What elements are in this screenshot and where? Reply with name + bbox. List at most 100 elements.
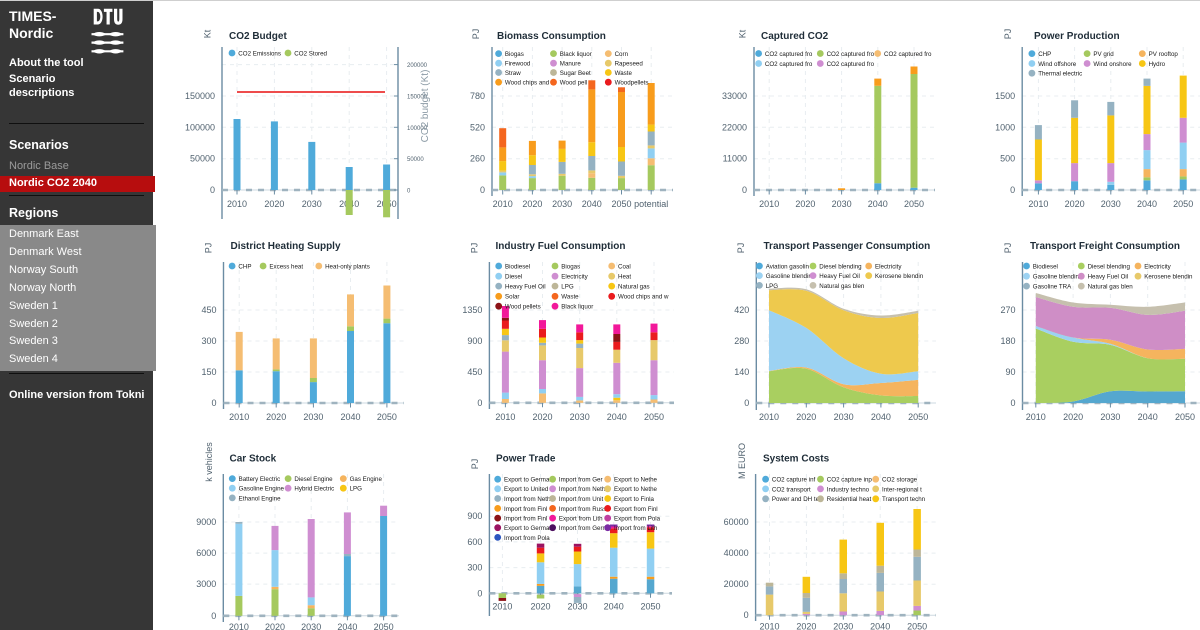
svg-text:50000: 50000 bbox=[407, 157, 424, 163]
svg-text:M EURO: M EURO bbox=[737, 443, 747, 479]
svg-text:2040: 2040 bbox=[1138, 412, 1158, 422]
svg-text:LPG: LPG bbox=[561, 284, 574, 291]
svg-text:270: 270 bbox=[1000, 305, 1015, 315]
svg-text:0: 0 bbox=[1010, 398, 1015, 408]
svg-text:PV rooftop: PV rooftop bbox=[1149, 51, 1179, 58]
svg-text:2020: 2020 bbox=[795, 199, 815, 209]
svg-text:Solar: Solar bbox=[505, 294, 519, 301]
svg-text:Export from Pola: Export from Pola bbox=[614, 516, 661, 523]
svg-text:potential: potential bbox=[634, 199, 668, 209]
svg-text:1500: 1500 bbox=[995, 91, 1015, 101]
svg-text:Import from Germ: Import from Germ bbox=[559, 525, 608, 532]
svg-text:Biogas: Biogas bbox=[505, 51, 524, 58]
svg-text:Wind onshore: Wind onshore bbox=[1093, 61, 1132, 68]
svg-text:Excess heat: Excess heat bbox=[269, 263, 303, 270]
svg-text:300: 300 bbox=[467, 563, 482, 573]
svg-text:2010: 2010 bbox=[229, 622, 249, 630]
svg-text:Import from Neth: Import from Neth bbox=[504, 496, 551, 503]
svg-text:PJ: PJ bbox=[736, 243, 746, 254]
svg-text:280: 280 bbox=[734, 336, 749, 346]
svg-text:CO2 Stored: CO2 Stored bbox=[294, 50, 327, 57]
svg-text:Biodiesel: Biodiesel bbox=[1033, 263, 1058, 270]
svg-text:2030: 2030 bbox=[302, 199, 322, 209]
svg-text:520: 520 bbox=[470, 122, 485, 132]
svg-text:PJ: PJ bbox=[1003, 29, 1013, 40]
svg-text:2020: 2020 bbox=[522, 199, 542, 209]
svg-text:Aviation gasolin: Aviation gasolin bbox=[766, 263, 810, 270]
svg-text:Heavy Fuel Oil: Heavy Fuel Oil bbox=[1088, 274, 1129, 281]
svg-text:3000: 3000 bbox=[196, 579, 216, 589]
svg-text:Wood pellets: Wood pellets bbox=[505, 304, 541, 311]
svg-text:Import from Ger: Import from Ger bbox=[559, 477, 603, 484]
svg-text:2040: 2040 bbox=[604, 602, 624, 612]
svg-text:Wood pell: Wood pell bbox=[560, 80, 587, 87]
svg-text:Import from Lith: Import from Lith bbox=[614, 525, 658, 532]
svg-text:Black liquor: Black liquor bbox=[561, 304, 593, 311]
svg-text:2050: 2050 bbox=[907, 622, 927, 630]
svg-text:20000: 20000 bbox=[724, 579, 749, 589]
svg-text:140: 140 bbox=[734, 367, 749, 377]
svg-text:150000: 150000 bbox=[185, 91, 215, 101]
svg-text:2040: 2040 bbox=[340, 412, 360, 422]
svg-text:2020: 2020 bbox=[796, 412, 816, 422]
svg-text:2010: 2010 bbox=[759, 622, 779, 630]
svg-text:2040: 2040 bbox=[607, 412, 627, 422]
svg-text:2050: 2050 bbox=[640, 602, 660, 612]
svg-text:Gasoline Engine: Gasoline Engine bbox=[239, 486, 285, 493]
svg-text:Natural gas blen: Natural gas blen bbox=[819, 283, 865, 290]
svg-text:Kerosene blendin: Kerosene blendin bbox=[875, 273, 924, 280]
svg-text:Diesel blending: Diesel blending bbox=[819, 263, 862, 270]
svg-text:2010: 2010 bbox=[759, 412, 779, 422]
svg-text:Industry techno: Industry techno bbox=[827, 486, 870, 493]
svg-text:2010: 2010 bbox=[759, 199, 779, 209]
svg-text:Import from Finl: Import from Finl bbox=[504, 516, 547, 523]
svg-text:0: 0 bbox=[407, 189, 411, 195]
svg-text:CHP: CHP bbox=[1038, 51, 1051, 58]
svg-text:2020: 2020 bbox=[264, 199, 284, 209]
svg-text:2030: 2030 bbox=[1100, 412, 1120, 422]
svg-text:2020: 2020 bbox=[530, 602, 550, 612]
svg-text:Natural gas: Natural gas bbox=[618, 284, 650, 291]
svg-text:Kt: Kt bbox=[203, 29, 213, 38]
svg-text:PJ: PJ bbox=[471, 29, 481, 40]
svg-text:Biodiesel: Biodiesel bbox=[505, 263, 530, 270]
svg-text:LPG: LPG bbox=[350, 486, 363, 493]
svg-text:200000: 200000 bbox=[407, 63, 428, 69]
svg-text:Hybrid Electric: Hybrid Electric bbox=[294, 486, 334, 493]
svg-text:CO2 captured fro: CO2 captured fro bbox=[765, 61, 813, 68]
svg-text:Transport Passenger Consumptio: Transport Passenger Consumption bbox=[764, 241, 931, 252]
svg-text:Wind offshore: Wind offshore bbox=[1038, 61, 1077, 68]
svg-text:450: 450 bbox=[201, 305, 216, 315]
svg-text:CO2 capture inf: CO2 capture inf bbox=[772, 477, 816, 484]
svg-text:Wood chips and w: Wood chips and w bbox=[618, 294, 669, 301]
svg-text:500: 500 bbox=[1000, 154, 1015, 164]
svg-text:2030: 2030 bbox=[301, 622, 321, 630]
svg-text:50000: 50000 bbox=[190, 154, 215, 164]
svg-text:100000: 100000 bbox=[407, 126, 428, 132]
svg-text:Diesel: Diesel bbox=[505, 274, 522, 281]
svg-text:Gasoline blendin: Gasoline blendin bbox=[766, 273, 813, 280]
svg-text:Wood chips and w: Wood chips and w bbox=[505, 80, 556, 87]
svg-text:CO2 budget (Kt): CO2 budget (Kt) bbox=[420, 70, 431, 143]
svg-text:2040: 2040 bbox=[871, 412, 891, 422]
svg-text:Coal: Coal bbox=[618, 263, 631, 270]
svg-text:0: 0 bbox=[1010, 185, 1015, 195]
svg-text:CO2 Emissions: CO2 Emissions bbox=[238, 50, 281, 57]
svg-text:LPG: LPG bbox=[766, 283, 779, 290]
svg-text:Electricity: Electricity bbox=[561, 274, 588, 281]
svg-text:Kerosene blendin: Kerosene blendin bbox=[1144, 274, 1193, 281]
svg-text:11000: 11000 bbox=[723, 154, 747, 164]
svg-text:2040: 2040 bbox=[870, 622, 890, 630]
svg-text:Import from Russ: Import from Russ bbox=[559, 506, 606, 513]
svg-text:Waste: Waste bbox=[561, 294, 579, 301]
svg-text:260: 260 bbox=[470, 154, 485, 164]
svg-text:Export from Lith: Export from Lith bbox=[559, 516, 603, 523]
svg-text:2020: 2020 bbox=[1063, 412, 1083, 422]
svg-text:Woodpellets: Woodpellets bbox=[615, 80, 649, 87]
svg-text:Export to United: Export to United bbox=[504, 486, 549, 493]
svg-text:2050: 2050 bbox=[908, 412, 928, 422]
svg-text:Corn: Corn bbox=[615, 51, 629, 58]
svg-text:900: 900 bbox=[467, 336, 482, 346]
svg-text:2030: 2030 bbox=[833, 622, 853, 630]
svg-text:0: 0 bbox=[210, 185, 215, 195]
